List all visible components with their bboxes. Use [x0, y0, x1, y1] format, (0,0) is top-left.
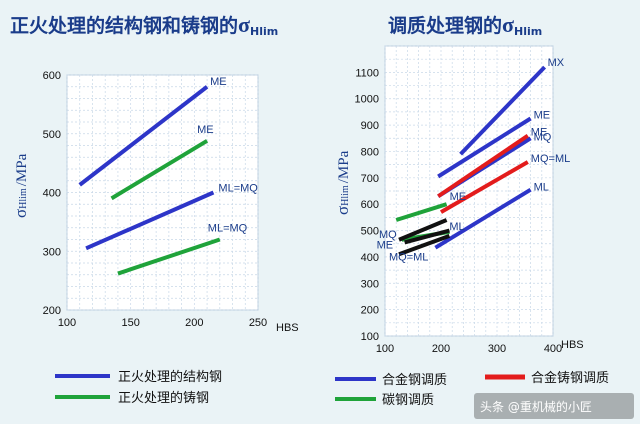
series-label: ME	[534, 110, 551, 122]
series-line-carbon-me	[395, 202, 448, 222]
y-tick-label: 100	[361, 331, 379, 343]
series-line-carbon-me	[404, 228, 450, 245]
y-tick-label: 600	[361, 199, 379, 211]
left-x-axis-label: HBS	[276, 322, 299, 334]
series-label: ME	[197, 124, 214, 136]
y-tick-label: 900	[361, 120, 379, 132]
legend-label-structural: 正火处理的结构钢	[118, 369, 222, 385]
y-tick-label: 400	[43, 188, 61, 200]
x-tick-label: 400	[544, 343, 562, 355]
x-tick-label: 200	[185, 317, 203, 329]
series-label: ME	[210, 76, 227, 88]
watermark-backdrop	[474, 393, 634, 419]
series-label: ML=MQ	[218, 183, 258, 195]
right-y-axis-label: σHlim/MPa	[333, 150, 352, 215]
series-label: MQ	[379, 229, 397, 241]
series-line-alloy-mx	[459, 65, 547, 156]
series-label: ME	[450, 191, 467, 203]
y-tick-label: 1000	[355, 94, 379, 106]
series-line-carbon-mq	[398, 218, 448, 242]
x-tick-label: 100	[376, 343, 394, 355]
series-line-structural-ml-mq	[85, 190, 215, 251]
y-tick-label: 1100	[355, 67, 379, 79]
series-label: MQ=ML	[531, 153, 570, 165]
legend-label-cast: 正火处理的铸钢	[118, 390, 209, 406]
right-chart-title: 调质处理钢的σHlim	[388, 12, 542, 38]
series-label: MQ=ML	[389, 251, 428, 263]
x-tick-label: 300	[488, 343, 506, 355]
y-tick-label: 200	[361, 305, 379, 317]
y-tick-label: 500	[361, 226, 379, 238]
y-tick-label: 300	[361, 278, 379, 290]
legend-label-alloy-cast: 合金铸钢调质	[531, 370, 609, 386]
series-line-cast-ml-mq	[117, 237, 221, 276]
series-label: ML	[534, 182, 549, 194]
series-line-alloy_cast-me	[437, 133, 529, 198]
series-line-cast-me	[110, 139, 209, 201]
y-tick-label: 300	[43, 246, 61, 258]
right-x-axis-label: HBS	[561, 339, 584, 351]
series-line-alloy_cast-mq-ml	[440, 160, 529, 214]
series-line-alloy-ml	[434, 187, 532, 250]
left-chart-title: 正火处理的结构钢和铸钢的σHlim	[10, 12, 278, 38]
y-tick-label: 600	[43, 70, 61, 82]
y-tick-label: 800	[361, 146, 379, 158]
left-y-axis-label: σHlim/MPa	[11, 153, 30, 218]
series-label: MX	[548, 57, 565, 69]
chart-left: 100 150 200 250 200 300 400 500 600 ME ML=MQ ME ML=M…	[43, 70, 268, 329]
series-label: ML	[449, 221, 464, 233]
y-tick-label: 200	[43, 305, 61, 317]
series-line-alloy-me	[437, 116, 532, 179]
x-tick-label: 100	[58, 317, 76, 329]
watermark: 头条 @重机械的小匠	[480, 399, 592, 414]
x-tick-label: 200	[432, 343, 450, 355]
series-line-carbon-mq-ml	[398, 233, 451, 257]
series-line-structural-me	[78, 85, 209, 187]
series-label: ML=MQ	[208, 223, 248, 235]
x-tick-label: 150	[121, 317, 139, 329]
legend-label-carbon: 碳钢调质	[382, 393, 434, 408]
series-label: ME	[377, 239, 394, 251]
y-tick-label: 500	[43, 129, 61, 141]
x-tick-label: 250	[249, 317, 267, 329]
plot-area	[66, 74, 259, 311]
y-tick-label: 400	[361, 252, 379, 264]
y-tick-label: 700	[361, 173, 379, 185]
chart-right: 100 200 300 400 100 200 300 400 500 600 700 800 900 1…	[355, 45, 570, 355]
series-label: ME	[531, 127, 548, 139]
series-label: MQ	[534, 131, 552, 143]
legend-label-alloy: 合金钢调质	[382, 372, 447, 388]
